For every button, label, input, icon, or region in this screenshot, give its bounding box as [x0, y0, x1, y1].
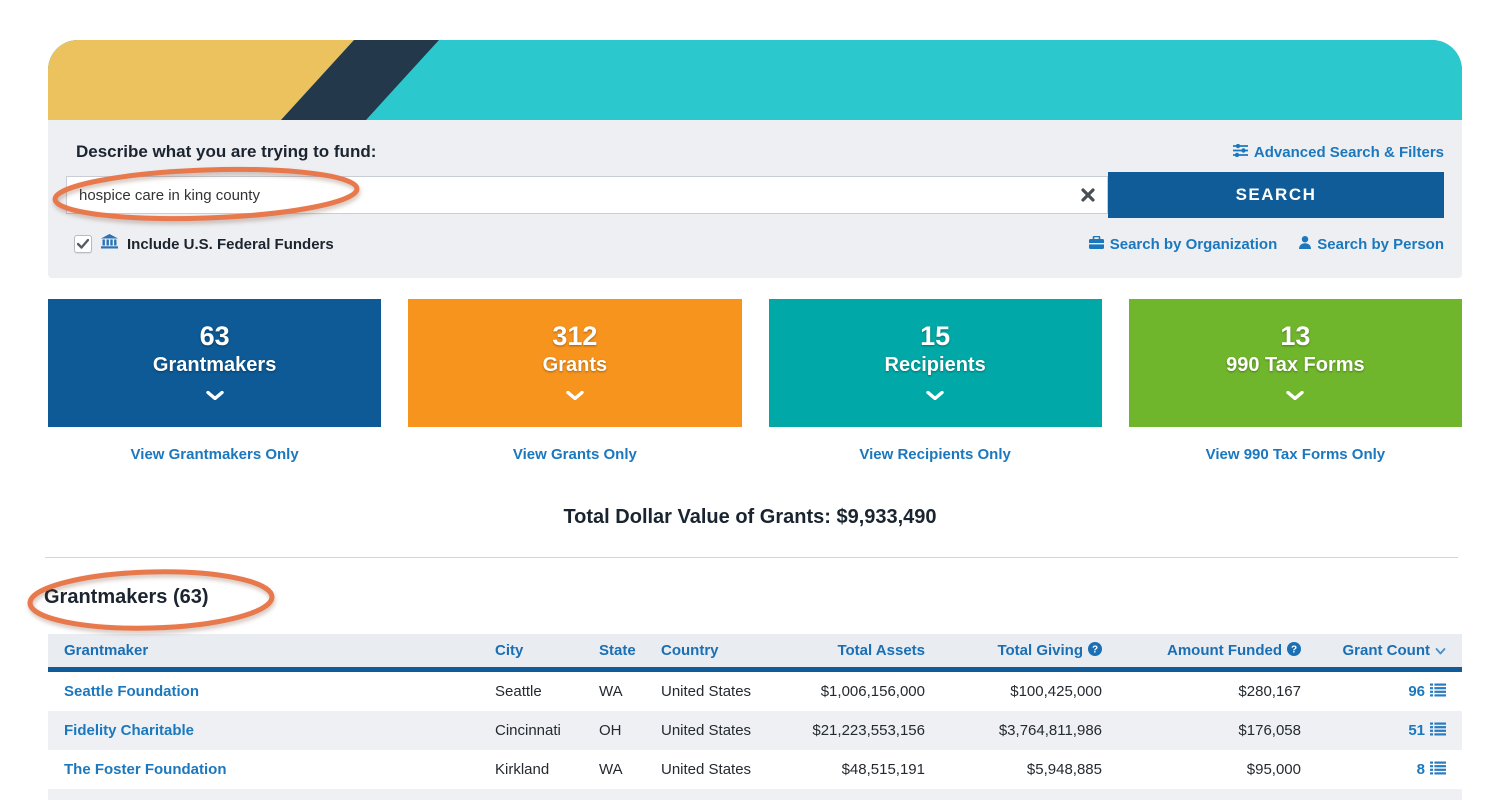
table-row: The Foster Foundation Kirkland WA United… — [48, 750, 1462, 789]
col-header-grantmaker[interactable]: Grantmaker — [64, 642, 149, 659]
section-divider — [45, 557, 1458, 558]
total-assets-cell: $21,223,553,156 — [812, 722, 925, 739]
stat-card-value: 63 — [199, 321, 230, 352]
chevron-down-icon — [926, 387, 944, 405]
table-row-partial — [48, 789, 1462, 800]
advanced-search-link[interactable]: Advanced Search & Filters — [1232, 143, 1444, 161]
stat-card-label: 990 Tax Forms — [1226, 353, 1365, 376]
brand-banner — [48, 40, 1462, 120]
total-giving-cell: $100,425,000 — [1010, 683, 1102, 700]
total-giving-cell: $5,948,885 — [1026, 761, 1102, 778]
help-icon[interactable]: ? — [1287, 641, 1301, 660]
total-grants-value-heading: Total Dollar Value of Grants: $9,933,490 — [563, 506, 937, 528]
search-input[interactable] — [66, 176, 1108, 214]
amount-funded-cell: $176,058 — [1238, 722, 1301, 739]
total-assets-cell: $48,515,191 — [841, 761, 925, 778]
state-cell: WA — [599, 683, 623, 700]
city-cell: Cincinnati — [495, 722, 561, 739]
stat-card-value: 312 — [552, 321, 598, 352]
stat-card-value: 15 — [920, 321, 951, 352]
city-cell: Seattle — [495, 683, 542, 700]
search-panel: Describe what you are trying to fund: Ad… — [48, 120, 1462, 278]
stat-card[interactable]: 63 Grantmakers — [48, 299, 382, 427]
grantmaker-link[interactable]: Seattle Foundation — [64, 683, 199, 700]
view-links-row: View Grantmakers Only View Grants Only V… — [48, 446, 1462, 463]
amount-funded-cell: $95,000 — [1246, 761, 1301, 778]
banner-stripes-graphic — [48, 40, 1462, 120]
sliders-icon — [1232, 143, 1249, 161]
bank-icon — [101, 234, 118, 254]
grant-count-cell[interactable]: 51 — [1301, 722, 1446, 740]
state-cell: OH — [599, 722, 622, 739]
list-icon — [1430, 761, 1446, 779]
search-by-person-link[interactable]: Search by Person — [1299, 235, 1444, 253]
view-only-link[interactable]: View Grants Only — [512, 446, 637, 463]
total-giving-cell: $3,764,811,986 — [998, 722, 1102, 739]
grant-count-link[interactable]: 51 — [1408, 722, 1425, 739]
clear-search-icon[interactable] — [1078, 185, 1098, 205]
total-giving-label: Total Giving — [997, 642, 1083, 659]
search-button[interactable]: SEARCH — [1108, 172, 1444, 218]
grantmakers-table: Grantmaker City State Country Total Asse… — [48, 634, 1462, 800]
help-icon[interactable]: ? — [1088, 641, 1102, 660]
svg-text:?: ? — [1092, 644, 1098, 655]
search-prompt-label: Describe what you are trying to fund: — [76, 142, 377, 161]
federal-funders-checkbox[interactable] — [74, 235, 92, 253]
table-header-row: Grantmaker City State Country Total Asse… — [48, 634, 1462, 672]
stat-card[interactable]: 13 990 Tax Forms — [1128, 299, 1462, 427]
total-assets-cell: $1,006,156,000 — [820, 683, 925, 700]
stat-card[interactable]: 312 Grants — [408, 299, 742, 427]
col-header-state[interactable]: State — [599, 642, 636, 659]
search-by-organization-label: Search by Organization — [1109, 235, 1278, 253]
table-row: Fidelity Charitable Cincinnati OH United… — [48, 711, 1462, 750]
stat-card[interactable]: 15 Recipients — [768, 299, 1102, 427]
col-header-total-assets[interactable]: Total Assets — [837, 642, 925, 659]
col-header-amount-funded[interactable]: Amount Funded ? — [1102, 641, 1301, 660]
federal-funders-label: Include U.S. Federal Funders — [127, 235, 334, 253]
stat-card-label: Grantmakers — [152, 353, 277, 376]
chevron-down-icon — [205, 387, 224, 405]
col-header-total-giving[interactable]: Total Giving ? — [925, 641, 1102, 660]
grantmakers-section-title: Grantmakers (63) — [44, 586, 209, 608]
country-cell: United States — [661, 761, 752, 778]
stat-cards-row: 63 Grantmakers 312 Grants 15 Recipients — [48, 299, 1462, 427]
person-icon — [1299, 235, 1312, 253]
chevron-down-icon — [566, 387, 584, 405]
view-only-link[interactable]: View Grantmakers Only — [130, 446, 299, 463]
grant-count-label: Grant Count — [1342, 642, 1431, 659]
grantmaker-link[interactable]: The Foster Foundation — [64, 761, 227, 778]
amount-funded-cell: $280,167 — [1238, 683, 1301, 700]
grantmaker-link[interactable]: Fidelity Charitable — [64, 722, 195, 739]
table-row: Seattle Foundation Seattle WA United Sta… — [48, 672, 1462, 711]
view-only-link[interactable]: View Recipients Only — [859, 446, 1011, 463]
grant-count-link[interactable]: 96 — [1408, 683, 1425, 700]
advanced-search-label: Advanced Search & Filters — [1253, 143, 1444, 161]
col-header-city[interactable]: City — [495, 642, 524, 659]
country-cell: United States — [661, 722, 752, 739]
country-cell: United States — [661, 683, 752, 700]
grant-count-link[interactable]: 8 — [1416, 761, 1425, 778]
svg-text:?: ? — [1291, 644, 1297, 655]
stat-card-label: Grants — [542, 353, 608, 376]
check-icon — [77, 239, 89, 249]
grant-count-cell[interactable]: 8 — [1301, 761, 1446, 779]
state-cell: WA — [599, 761, 623, 778]
grant-count-cell[interactable]: 96 — [1301, 683, 1446, 701]
list-icon — [1430, 683, 1446, 701]
col-header-grant-count[interactable]: Grant Count — [1301, 642, 1446, 659]
sort-chevron-icon — [1435, 642, 1446, 659]
briefcase-icon — [1088, 235, 1104, 253]
amount-funded-label: Amount Funded — [1167, 642, 1282, 659]
table-body: Seattle Foundation Seattle WA United Sta… — [48, 672, 1462, 800]
chevron-down-icon — [1286, 387, 1305, 405]
stat-card-value: 13 — [1280, 321, 1311, 352]
list-icon — [1430, 722, 1446, 740]
search-by-person-label: Search by Person — [1317, 235, 1444, 253]
view-only-link[interactable]: View 990 Tax Forms Only — [1205, 446, 1386, 463]
city-cell: Kirkland — [495, 761, 550, 778]
search-by-organization-link[interactable]: Search by Organization — [1088, 235, 1278, 253]
col-header-country[interactable]: Country — [661, 642, 719, 659]
stat-card-label: Recipients — [884, 353, 986, 376]
